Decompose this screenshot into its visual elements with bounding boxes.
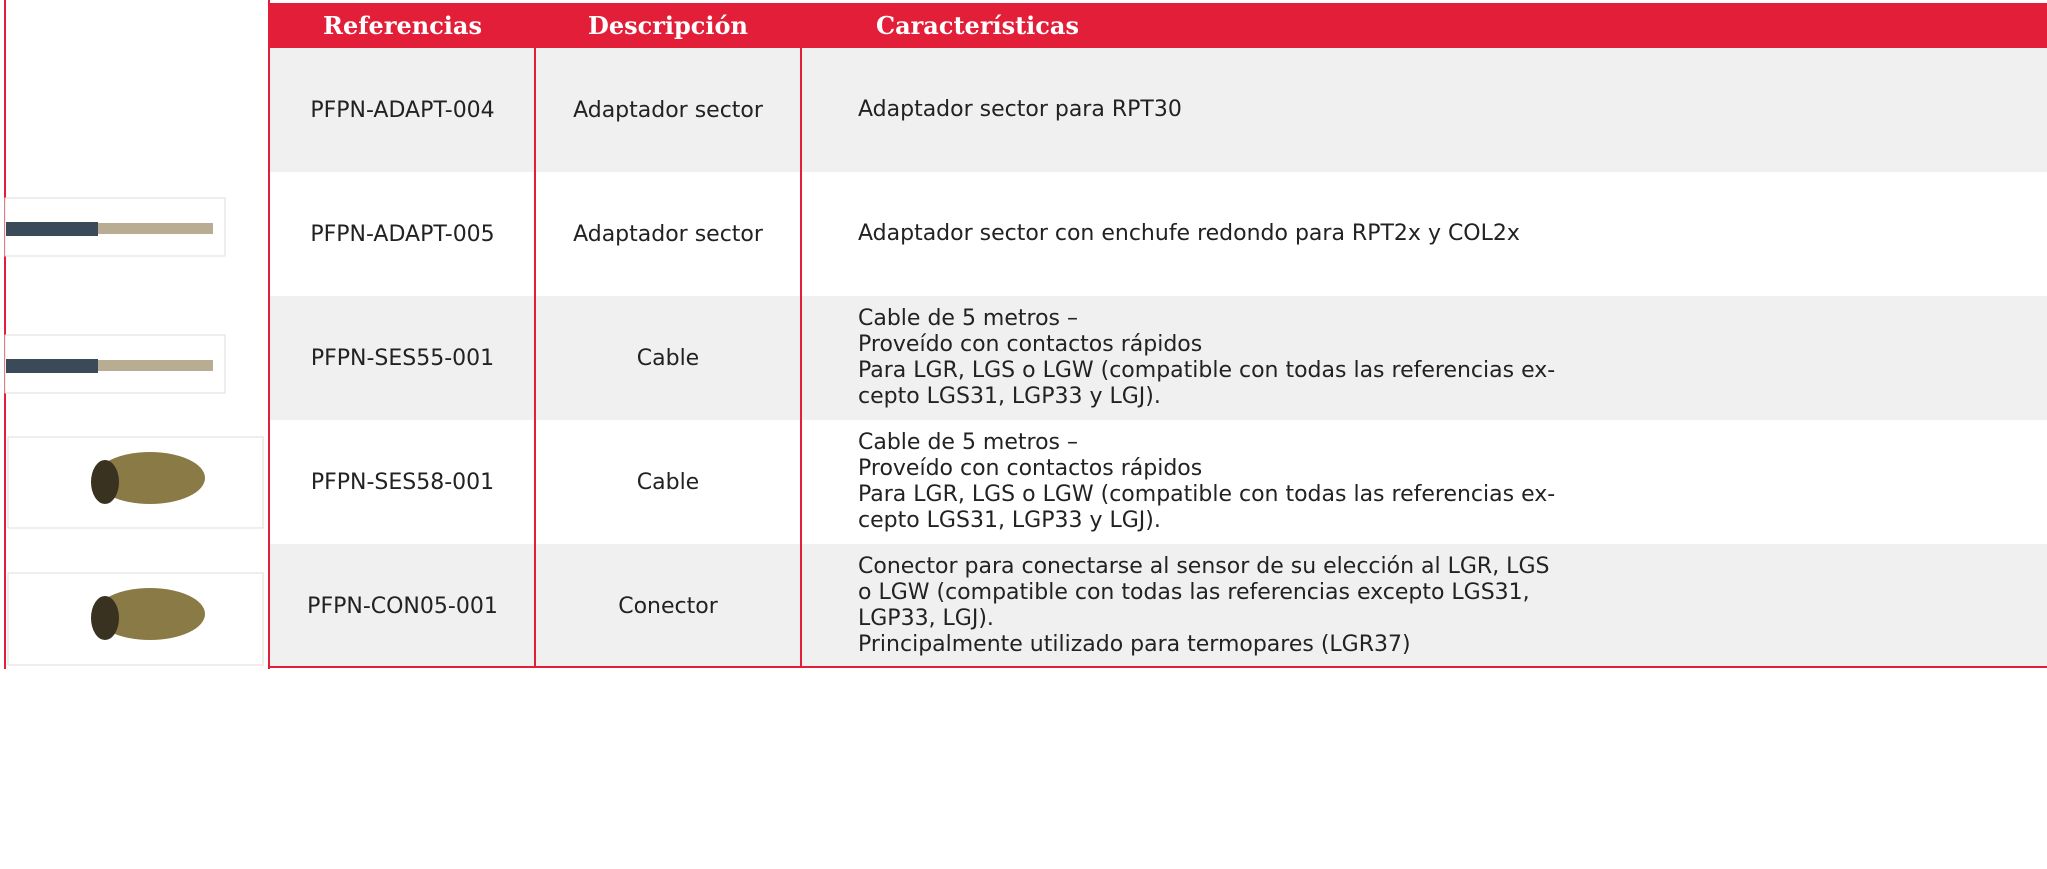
feature-line: Principalmente utilizado para termopares… xyxy=(858,632,1411,657)
cable-image xyxy=(4,197,226,257)
feature-line: Proveído con contactos rápidos xyxy=(858,332,1203,357)
feature-line: Conector para conectarse al sensor de su… xyxy=(858,554,1550,579)
table-row xyxy=(270,172,2047,296)
column-divider xyxy=(534,48,536,668)
column-divider xyxy=(800,48,802,668)
table-border xyxy=(268,0,270,669)
features-cell: Adaptador sector para RPT30 xyxy=(858,48,2038,172)
ref-cell: PFPN-ADAPT-005 xyxy=(310,221,495,247)
feature-line: cepto LGS31, LGP33 y LGJ). xyxy=(858,384,1161,409)
ref-cell: PFPN-ADAPT-004 xyxy=(310,97,495,123)
feature-line: Cable de 5 metros – xyxy=(858,306,1078,331)
feature-line: LGP33, LGJ). xyxy=(858,606,994,631)
connector-image xyxy=(7,572,264,666)
table-row xyxy=(270,48,2047,172)
feature-line: Cable de 5 metros – xyxy=(858,430,1078,455)
ref-cell: PFPN-SES55-001 xyxy=(310,345,495,371)
features-cell: Conector para conectarse al sensor de su… xyxy=(858,544,2038,668)
feature-line: o LGW (compatible con todas las referenc… xyxy=(858,580,1530,605)
cable-image xyxy=(4,334,226,394)
features-cell: Cable de 5 metros – Proveído con contacto… xyxy=(858,420,2038,544)
feature-line: Para LGR, LGS o LGW (compatible con toda… xyxy=(858,482,1556,507)
feature-line: Adaptador sector para RPT30 xyxy=(858,97,1182,122)
desc-cell: Adaptador sector xyxy=(573,221,763,247)
product-images xyxy=(4,197,264,666)
table-row xyxy=(270,296,2047,420)
connector-image xyxy=(7,436,264,529)
table-bottom xyxy=(268,666,2047,668)
header-cell: Características xyxy=(876,11,1079,40)
table-row xyxy=(270,544,2047,668)
table-header xyxy=(270,3,2047,48)
ref-cell: PFPN-SES58-001 xyxy=(310,469,495,495)
feature-line: Proveído con contactos rápidos xyxy=(858,456,1203,481)
ref-cell: PFPN-CON05-001 xyxy=(307,593,498,619)
desc-cell: Cable xyxy=(636,345,700,371)
feature-line: Adaptador sector con enchufe redondo par… xyxy=(858,221,1520,246)
table-row xyxy=(270,420,2047,544)
desc-cell: Adaptador sector xyxy=(573,97,763,123)
desc-cell: Conector xyxy=(618,593,718,619)
feature-line: cepto LGS31, LGP33 y LGJ). xyxy=(858,508,1161,533)
desc-cell: Cable xyxy=(636,469,700,495)
header-cell: Descripción xyxy=(588,11,748,40)
features-cell: Cable de 5 metros – Proveído con contacto… xyxy=(858,296,2038,420)
features-cell: Adaptador sector con enchufe redondo par… xyxy=(858,172,2038,296)
header-cell: Referencias xyxy=(323,11,482,40)
feature-line: Para LGR, LGS o LGW (compatible con toda… xyxy=(858,358,1556,383)
